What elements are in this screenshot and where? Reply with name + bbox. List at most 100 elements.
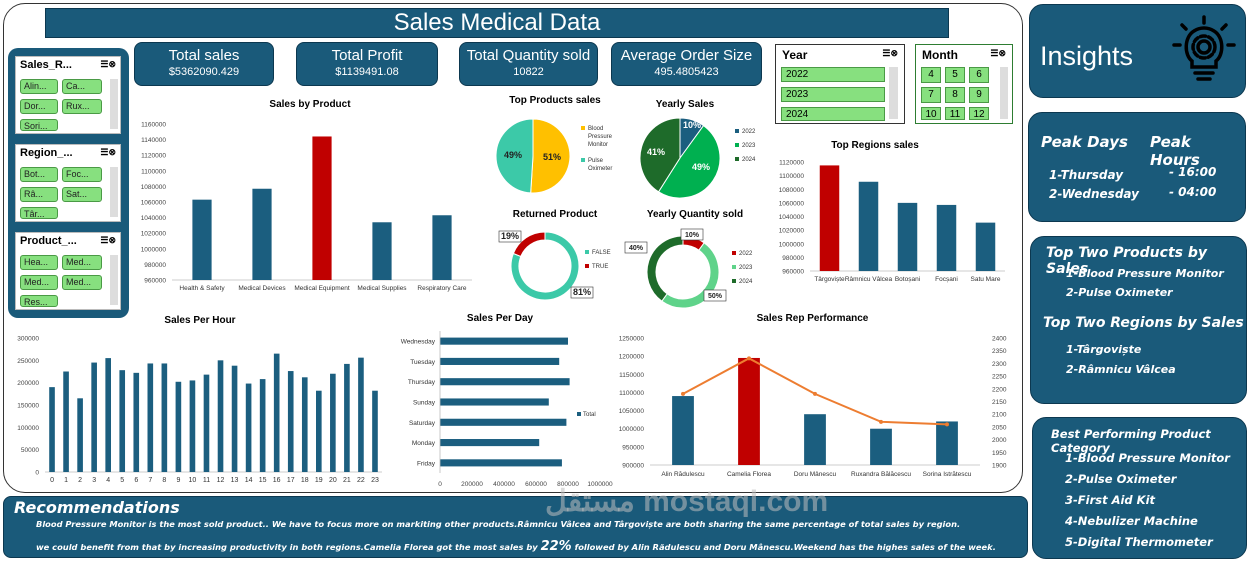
- slicer-chip[interactable]: 5: [945, 67, 965, 83]
- x-tick-label: 10: [189, 477, 197, 484]
- data-label: 81%: [573, 287, 591, 297]
- legend-swatch: [577, 412, 581, 416]
- slicer-chip[interactable]: Sat...: [62, 187, 102, 202]
- x-tick-label: 16: [273, 477, 281, 484]
- x-tick-label: 20: [329, 477, 337, 484]
- slicer-chip[interactable]: Rux...: [62, 99, 102, 114]
- x-tick-label: Medical Devices: [238, 285, 286, 292]
- y2-tick-label: 2300: [992, 361, 1007, 368]
- bar: [231, 365, 238, 472]
- pie-slice: [495, 118, 534, 194]
- slicer-chip[interactable]: Bot...: [20, 167, 58, 182]
- y2-tick-label: 1900: [992, 463, 1007, 470]
- bar: [77, 398, 83, 472]
- y2-tick-label: 2050: [992, 424, 1007, 431]
- slicer-chip[interactable]: Med...: [62, 275, 102, 290]
- y-tick-label: 1000000: [141, 246, 167, 253]
- slicer-chip[interactable]: Dor...: [20, 99, 58, 114]
- bar: [440, 459, 562, 467]
- y-tick-label: 1060000: [779, 200, 805, 207]
- slicer-region[interactable]: Region_... ☰⊗ Bot... Foc... Râ... Sat... …: [15, 144, 121, 222]
- slicer-chip[interactable]: 4: [921, 67, 941, 83]
- slicer-chip[interactable]: 2023: [781, 87, 885, 102]
- bar: [259, 379, 266, 472]
- slicer-chip[interactable]: Med...: [62, 255, 102, 270]
- filter-icon[interactable]: ☰⊗: [100, 235, 116, 245]
- filter-icon[interactable]: ☰⊗: [882, 48, 898, 58]
- y-tick-label: 1050000: [619, 408, 645, 415]
- slicer-chip[interactable]: Râ...: [20, 187, 58, 202]
- bar: [161, 363, 168, 472]
- bar: [440, 418, 567, 426]
- peak-day-item: 1-Thursday: [1049, 168, 1124, 182]
- chart-title: Top Products sales: [509, 95, 601, 106]
- best-category-item: 3-First Aid Kit: [1065, 493, 1156, 507]
- slicer-chip[interactable]: 8: [945, 87, 965, 103]
- slicer-chip[interactable]: Ca...: [62, 79, 102, 94]
- peak-hour-item: - 16:00: [1169, 165, 1217, 179]
- slicer-sales-rep[interactable]: Sales_R... ☰⊗ Alin... Ca... Dor... Rux...…: [15, 56, 121, 134]
- slicer-chip[interactable]: 2022: [781, 67, 885, 82]
- slicer-chip[interactable]: Res...: [20, 295, 58, 307]
- kpi-total-sales: Total sales $5362090.429: [134, 42, 274, 86]
- chart-title: Top Regions sales: [831, 140, 919, 151]
- slicer-chip[interactable]: 2024: [781, 107, 885, 121]
- slicer-chip[interactable]: 6: [969, 67, 989, 83]
- slicer-month[interactable]: Month ☰⊗ 4 5 6 7 8 9 10 11 12: [915, 44, 1013, 124]
- scrollbar[interactable]: [1000, 67, 1008, 119]
- filter-icon[interactable]: ☰⊗: [990, 48, 1006, 58]
- y-tick-label: 1100000: [141, 168, 166, 175]
- data-label: 51%: [543, 152, 561, 162]
- y-tick-label: 1150000: [619, 372, 644, 379]
- slicer-chip[interactable]: Alin...: [20, 79, 58, 94]
- recommendation-text: followed by Alin Rădulescu and Doru Mâne…: [571, 542, 996, 552]
- filter-icon[interactable]: ☰⊗: [100, 147, 116, 157]
- legend-swatch: [585, 264, 589, 268]
- x-tick-label: 2: [78, 477, 82, 484]
- legend-swatch: [735, 143, 739, 147]
- pie-slice: [512, 231, 546, 258]
- slicer-chip[interactable]: 11: [945, 107, 965, 120]
- scrollbar[interactable]: [889, 67, 898, 119]
- slicer-chip[interactable]: 7: [921, 87, 941, 103]
- x-tick-label: 600000: [525, 481, 547, 488]
- slicer-chip[interactable]: 10: [921, 107, 941, 120]
- slicer-chip[interactable]: Târ...: [20, 207, 58, 219]
- y-tick-label: 250000: [17, 358, 39, 365]
- legend-label: Pressure: [588, 134, 613, 140]
- slicer-chip[interactable]: Foc...: [62, 167, 102, 182]
- bar: [672, 396, 694, 465]
- slicer-chip[interactable]: Med...: [20, 275, 58, 290]
- legend-swatch: [581, 158, 585, 162]
- slicer-chip[interactable]: 9: [969, 87, 989, 103]
- x-tick-label: 0: [438, 481, 442, 488]
- x-tick-label: 19: [315, 477, 323, 484]
- slicer-chip[interactable]: Sori...: [20, 119, 58, 131]
- y-tick-label: Sunday: [413, 400, 436, 407]
- slicer-chip[interactable]: 12: [969, 107, 989, 120]
- slicer-chip[interactable]: Hea...: [20, 255, 58, 270]
- slicer-product[interactable]: Product_... ☰⊗ Hea... Med... Med... Med..…: [15, 232, 121, 310]
- peak-hour-item: - 04:00: [1169, 185, 1217, 199]
- y-tick-label: 960000: [144, 278, 166, 285]
- legend-swatch: [735, 129, 739, 133]
- data-label-box: [680, 228, 704, 241]
- chart-title: Yearly Quantity sold: [646, 209, 744, 220]
- scrollbar[interactable]: [110, 167, 118, 217]
- x-tick-label: 0: [50, 477, 54, 484]
- line-point: [747, 356, 751, 361]
- recommendation-highlight: 22%: [540, 539, 572, 554]
- x-tick-label: 4: [106, 477, 110, 484]
- y2-tick-label: 2350: [992, 348, 1007, 355]
- pie-slice: [646, 235, 684, 302]
- legend-swatch: [732, 279, 736, 283]
- slicer-year[interactable]: Year ☰⊗ 2022 2023 2024: [775, 44, 905, 124]
- y-tick-label: 1250000: [619, 336, 645, 343]
- filter-icon[interactable]: ☰⊗: [100, 59, 116, 69]
- bar: [440, 378, 570, 386]
- y-tick-label: 1100000: [619, 390, 644, 397]
- top-regions-title: Top Two Regions by Sales: [1043, 315, 1244, 331]
- scrollbar[interactable]: [110, 79, 118, 129]
- scrollbar[interactable]: [110, 255, 118, 305]
